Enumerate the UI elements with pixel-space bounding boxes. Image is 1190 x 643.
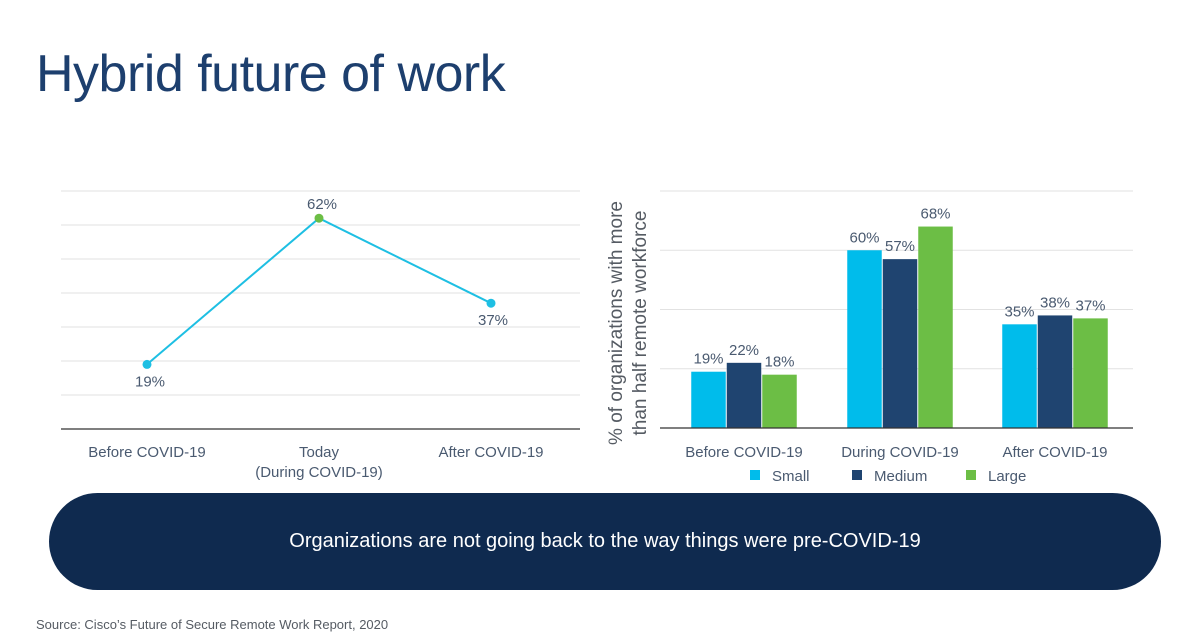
data-label: 37%	[1075, 297, 1105, 314]
data-label: 18%	[764, 354, 794, 371]
x-tick-label: Today	[299, 444, 340, 461]
line-chart: 19% 62% 37% Before COVID-19 Today (During COV…	[61, 190, 580, 481]
x-tick-label: (During COVID-19)	[255, 464, 383, 481]
bar-medium	[882, 259, 918, 428]
data-label: 22%	[729, 342, 759, 359]
data-point	[142, 359, 152, 369]
x-tick-label: During COVID-19	[841, 444, 959, 461]
legend-swatch-medium	[852, 470, 862, 480]
legend-label: Large	[988, 468, 1026, 485]
x-tick-label: After COVID-19	[438, 444, 543, 461]
legend-label: Medium	[874, 468, 927, 485]
data-label: 60%	[849, 229, 879, 246]
data-point	[314, 213, 324, 223]
y-axis-label: % of organizations with more	[606, 201, 627, 445]
legend-swatch-large	[966, 470, 976, 480]
y-axis-label: than half remote workforce	[630, 211, 651, 436]
data-label: 68%	[920, 206, 950, 223]
data-label: 35%	[1004, 303, 1034, 320]
x-tick-label: After COVID-19	[1002, 444, 1107, 461]
data-label: 19%	[135, 373, 165, 390]
key-takeaway-banner: Organizations are not going back to the …	[49, 493, 1161, 590]
data-label: 38%	[1040, 294, 1070, 311]
banner-text: Organizations are not going back to the …	[289, 530, 921, 552]
data-label: 62%	[307, 196, 337, 213]
bar-small	[847, 250, 882, 428]
data-label: 19%	[693, 351, 723, 368]
series-line	[146, 217, 492, 366]
legend-label: Small	[772, 468, 810, 485]
data-label: 57%	[885, 238, 915, 255]
data-point	[486, 298, 496, 308]
x-tick-label: Before COVID-19	[685, 444, 803, 461]
bar-small	[691, 371, 726, 428]
legend-swatch-small	[750, 470, 760, 480]
source-citation: Source: Cisco’s Future of Secure Remote …	[36, 617, 389, 632]
data-label: 37%	[478, 312, 508, 329]
bar-large	[762, 374, 797, 428]
page-title: Hybrid future of work	[36, 45, 506, 103]
bar-large	[918, 226, 953, 428]
bar-small	[1002, 324, 1037, 428]
bar-chart: 19% 60% 35% 22% 57% 38% 18% 68% 37% Before COVID-…	[606, 190, 1133, 485]
bar-medium	[1037, 315, 1073, 428]
bar-medium	[726, 362, 762, 428]
bar-large	[1073, 318, 1108, 428]
x-tick-label: Before COVID-19	[88, 444, 206, 461]
